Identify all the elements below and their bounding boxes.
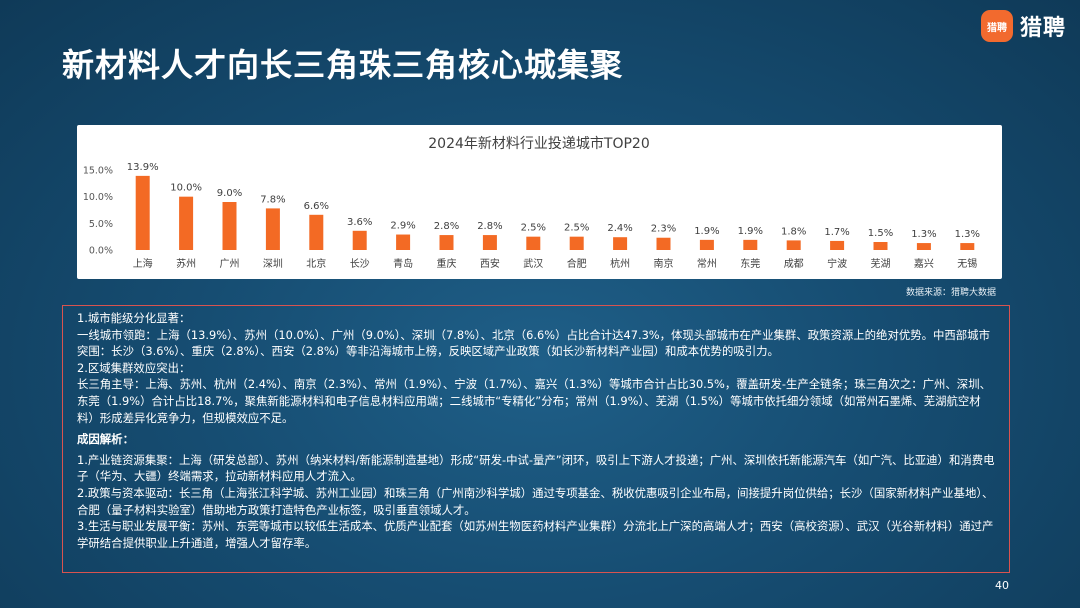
bar-value-label: 1.7% [824, 227, 849, 238]
bars-group [135, 175, 975, 250]
x-tick-label: 广州 [220, 258, 240, 270]
bar [613, 237, 628, 250]
analysis-box: 1.城市能级分化显著： 一线城市领跑：上海（13.9%）、苏州（10.0%）、广… [62, 305, 1010, 573]
x-tick-label: 成都 [784, 258, 804, 270]
cause-paragraph-2: 2.政策与资本驱动：长三角（上海张江科学城、苏州工业园）和珠三角（广州南沙科学城… [77, 485, 994, 517]
x-tick-label: 杭州 [610, 257, 630, 270]
page-number: 40 [995, 579, 1009, 592]
bar [873, 242, 888, 250]
bar-value-label: 13.9% [127, 162, 159, 173]
x-tick-label: 合肥 [567, 257, 587, 270]
y-tick-label: 5.0% [89, 219, 113, 230]
bar [830, 240, 845, 250]
y-tick-label: 0.0% [89, 246, 113, 257]
bar [526, 236, 541, 250]
section-heading-1: 1.城市能级分化显著： [77, 311, 191, 325]
x-tick-label: 无锡 [957, 257, 977, 270]
x-tick-label: 嘉兴 [914, 257, 934, 270]
bar [656, 237, 671, 250]
bar-value-label: 6.6% [304, 201, 329, 212]
bar [960, 243, 975, 250]
bar-value-label: 2.5% [564, 223, 589, 234]
bar [482, 235, 497, 250]
x-tick-label: 苏州 [176, 257, 196, 270]
causes-heading: 成因解析： [77, 432, 134, 447]
bar-chart-card: 2024年新材料行业投递城市TOP20 0.0% 5.0% 10.0% 15.0% 1… [77, 125, 1002, 279]
x-tick-label: 武汉 [523, 257, 543, 270]
logo-text: 猎聘 [1019, 16, 1066, 41]
section-paragraph-2: 长三角主导：上海、苏州、杭州（2.4%）、南京（2.3%）、常州（1.9%）、宁… [77, 377, 991, 425]
x-tick-label: 长沙 [350, 258, 370, 270]
bar-value-label: 7.8% [260, 194, 285, 205]
section-paragraph-1: 一线城市领跑：上海（13.9%）、苏州（10.0%）、广州（9.0%）、深圳（7… [77, 327, 990, 359]
bar-value-label: 1.3% [911, 229, 936, 240]
bar [439, 235, 454, 250]
bar [135, 175, 150, 250]
x-tick-label: 宁波 [827, 257, 847, 270]
section-heading-2: 2.区域集群效应突出： [77, 360, 191, 375]
y-axis: 0.0% 5.0% 10.0% 15.0% [83, 166, 113, 257]
chart-title: 2024年新材料行业投递城市TOP20 [428, 135, 649, 152]
liepin-logo-icon: 猎聘 [980, 10, 1013, 42]
bar [699, 239, 714, 250]
x-tick-label: 上海 [133, 257, 153, 270]
bar-value-label: 2.3% [651, 224, 676, 235]
data-source-note: 数据来源：猎聘大数据 [905, 288, 996, 298]
bar-value-label: 2.9% [390, 221, 415, 232]
bar [786, 240, 801, 250]
bar [396, 234, 411, 250]
bar-value-label: 1.3% [955, 229, 980, 240]
bar-value-label: 1.5% [868, 228, 893, 239]
bar-value-label: 1.8% [781, 226, 806, 237]
x-tick-label: 芜湖 [871, 257, 891, 270]
y-tick-label: 15.0% [83, 166, 113, 177]
bar [222, 202, 237, 250]
bar-value-label: 1.9% [738, 226, 763, 237]
x-tick-label: 重庆 [437, 257, 457, 270]
x-tick-label: 深圳 [263, 258, 283, 270]
bar-value-label: 2.8% [477, 221, 502, 232]
bar-value-label: 1.9% [694, 226, 719, 237]
bar [265, 208, 280, 250]
bar [309, 214, 324, 250]
bar-value-label: 2.4% [607, 223, 632, 234]
x-tick-label: 北京 [306, 257, 326, 270]
bar-value-label: 2.8% [434, 221, 459, 232]
bar-value-label: 9.0% [217, 188, 242, 199]
bar-value-label: 10.0% [170, 183, 202, 194]
x-tick-label: 青岛 [393, 257, 413, 270]
value-labels-group: 13.9% 10.0% 9.0% 7.8% 6.6% 3.6% 2.9% 2.8% 2.8% 2.… [127, 162, 980, 240]
liepin-logo: 猎聘 猎聘 [980, 10, 1066, 42]
cause-paragraph-3: 3.生活与职业发展平衡：苏州、东莞等城市以较低生活成本、优质产业配套（如苏州生物… [77, 519, 994, 550]
y-tick-label: 10.0% [83, 192, 113, 203]
slide-title: 新材料人才向长三角珠三角核心城集聚 [62, 46, 624, 84]
x-tick-label: 西安 [480, 257, 500, 270]
x-tick-label: 南京 [654, 257, 674, 270]
bar [916, 243, 931, 250]
bar-chart: 2024年新材料行业投递城市TOP20 0.0% 5.0% 10.0% 15.0% 1… [83, 135, 980, 270]
x-axis-labels-group: 上海 苏州 广州 深圳 北京 长沙 青岛 重庆 西安 武汉 合肥 杭州 南京 常州 东莞 成都 宁波 芜湖 嘉兴 无锡 [133, 257, 978, 270]
bar [352, 230, 367, 250]
x-tick-label: 常州 [697, 257, 717, 270]
x-tick-label: 东莞 [740, 257, 760, 270]
bar-value-label: 2.5% [521, 223, 546, 234]
cause-paragraph-1: 1.产业链资源集聚：上海（研发总部）、苏州（纳米材料/新能源制造基地）形成“研发… [77, 452, 995, 484]
bar [179, 196, 194, 250]
bar [743, 239, 758, 250]
bar-value-label: 3.6% [347, 217, 372, 228]
bar [569, 236, 584, 250]
